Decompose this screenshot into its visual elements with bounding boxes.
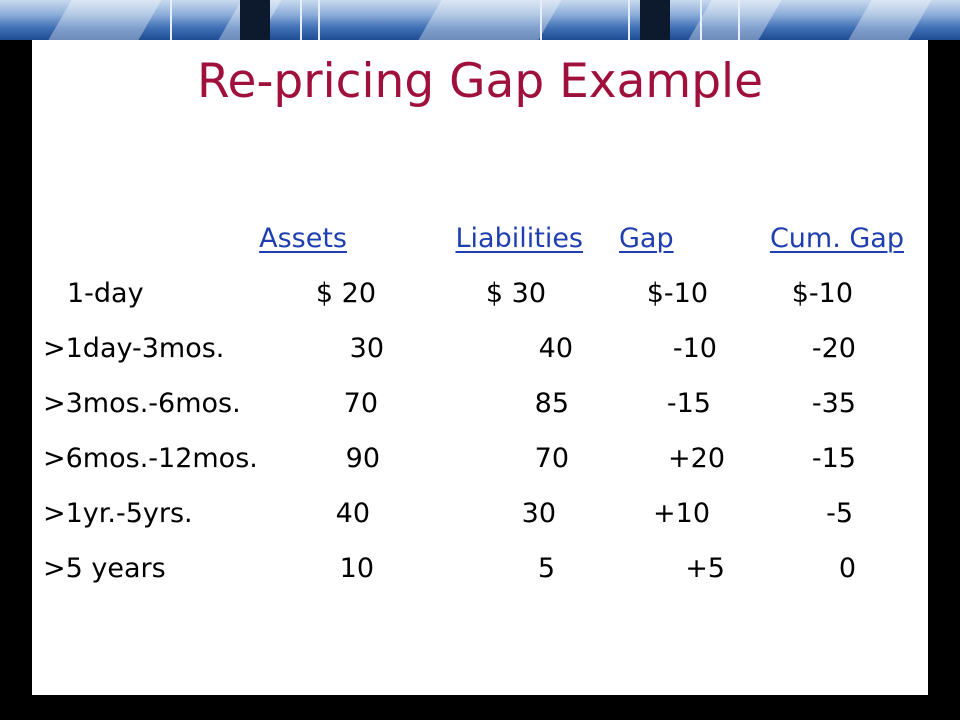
table-row-liabilities: 70 bbox=[534, 443, 569, 474]
table-row-cum-gap: -5 bbox=[826, 498, 853, 529]
table-row-cum-gap: 0 bbox=[838, 553, 856, 584]
header-gap: Gap bbox=[619, 223, 674, 254]
table-row-gap: +5 bbox=[685, 553, 725, 584]
slide-title: Re-pricing Gap Example bbox=[197, 54, 763, 109]
table-row-gap: $-10 bbox=[646, 278, 708, 309]
table-row-assets: 10 bbox=[339, 553, 374, 584]
table-row-liabilities: 85 bbox=[534, 388, 569, 419]
table-row-cum-gap: -15 bbox=[811, 443, 856, 474]
table-row-bucket: 1-day bbox=[67, 278, 144, 309]
table-row-liabilities: $ 30 bbox=[485, 278, 546, 309]
table-row-gap: -10 bbox=[672, 333, 717, 364]
table-row-liabilities: 40 bbox=[538, 333, 573, 364]
table-row-cum-gap: -35 bbox=[811, 388, 856, 419]
table-row-liabilities: 5 bbox=[537, 553, 555, 584]
table-row-bucket: >1day-3mos. bbox=[43, 333, 225, 364]
table-row-assets: 30 bbox=[349, 333, 384, 364]
table-row-cum-gap: $-10 bbox=[791, 278, 853, 309]
table-row-gap: -15 bbox=[666, 388, 711, 419]
table-row-liabilities: 30 bbox=[521, 498, 556, 529]
header-banner-image bbox=[0, 0, 960, 40]
table-row-assets: 70 bbox=[343, 388, 378, 419]
table-row-bucket: >6mos.-12mos. bbox=[43, 443, 258, 474]
table-row-cum-gap: -20 bbox=[811, 333, 856, 364]
table-row-gap: +10 bbox=[653, 498, 710, 529]
table-row-bucket: >1yr.-5yrs. bbox=[43, 498, 193, 529]
header-liabilities: Liabilities bbox=[455, 223, 584, 254]
table-row-bucket: >3mos.-6mos. bbox=[43, 388, 241, 419]
header-assets: Assets bbox=[259, 223, 347, 254]
table-row-gap: +20 bbox=[668, 443, 725, 474]
table-row-assets: $ 20 bbox=[315, 278, 376, 309]
table-row-assets: 40 bbox=[335, 498, 370, 529]
header-cum-gap: Cum. Gap bbox=[769, 223, 904, 254]
table-row-bucket: >5 years bbox=[43, 553, 166, 584]
content-panel bbox=[32, 40, 928, 695]
table-row-assets: 90 bbox=[345, 443, 380, 474]
